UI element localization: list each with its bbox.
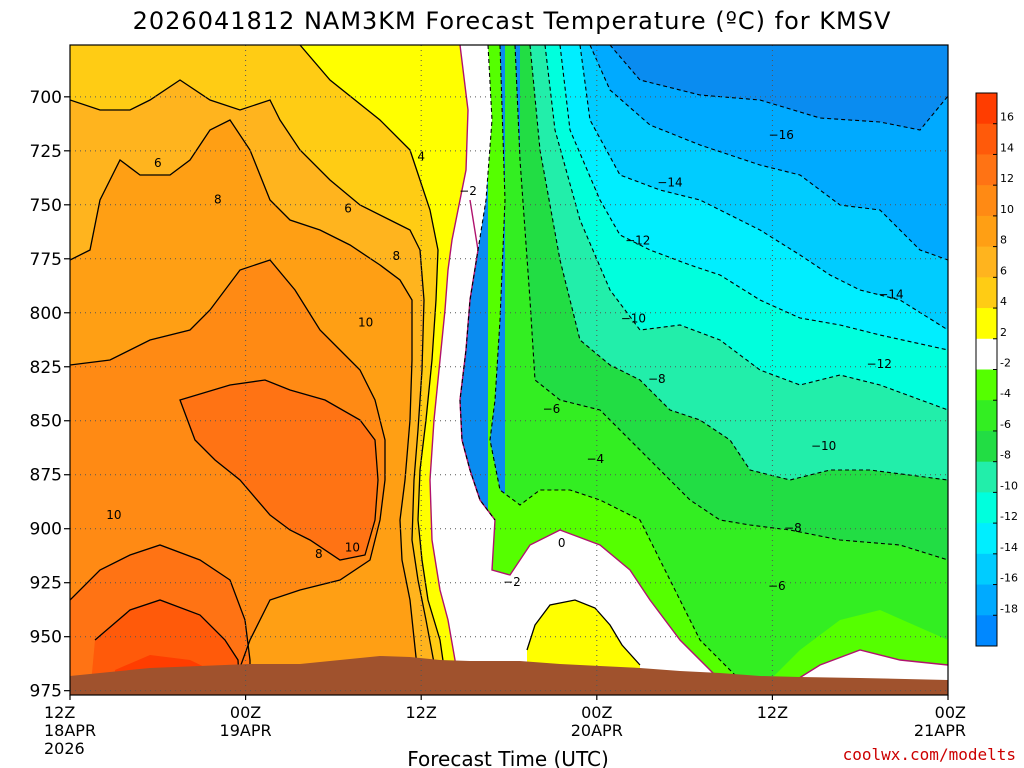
colorbar-tick-label: 10	[1000, 203, 1014, 216]
colorbar-swatch	[976, 615, 997, 647]
contour-label: −6	[768, 579, 786, 593]
colorbar-swatch	[976, 154, 997, 186]
contour-label: 4	[417, 149, 425, 163]
colorbar-tick-label: 2	[1000, 326, 1007, 339]
contour-label: 6	[344, 201, 352, 215]
colorbar-tick-label: -16	[1000, 572, 1018, 585]
contour-label: −14	[878, 288, 903, 302]
contour-label: −4	[586, 452, 604, 466]
chart-title: 2026041812 NAM3KM Forecast Temperature (…	[133, 7, 892, 35]
colorbar-tick-label: -8	[1000, 449, 1011, 462]
y-tick-label: 750	[30, 196, 62, 216]
colorbar-tick-label: -6	[1000, 418, 1011, 431]
contour-label: −10	[621, 311, 646, 325]
contour-label: 8	[315, 547, 323, 561]
credit-text: coolwx.com/modelts	[843, 745, 1016, 764]
y-tick-label: 700	[30, 88, 62, 108]
x-tick-label: 20APR	[571, 721, 623, 740]
colorbar-swatch	[976, 123, 997, 155]
x-tick-label: 12Z	[406, 703, 437, 722]
colorbar-tick-label: -10	[1000, 479, 1018, 492]
colorbar-tick-label: -4	[1000, 387, 1011, 400]
contour-label: 10	[345, 540, 360, 554]
contour-label: −2	[459, 184, 477, 198]
x-axis-label: Forecast Time (UTC)	[407, 747, 609, 768]
contour-label: −14	[657, 175, 682, 189]
contour-label: −8	[648, 372, 666, 386]
pressure-axis: 700 725 750 775 800 825 850 875 900 925 950 975	[30, 88, 70, 702]
x-tick-label: 18APR	[44, 721, 96, 740]
y-tick-label: 850	[30, 412, 62, 432]
temperature-field	[70, 45, 948, 695]
colorbar-swatch	[976, 277, 997, 309]
x-tick-label: 00Z	[230, 703, 261, 722]
colorbar-swatch	[976, 93, 997, 125]
y-tick-label: 875	[30, 466, 62, 486]
colorbar-tick-label: 14	[1000, 141, 1014, 154]
colorbar-swatch	[976, 246, 997, 278]
colorbar-tick-label: 8	[1000, 234, 1007, 247]
y-tick-label: 925	[30, 574, 62, 594]
colorbar-swatch	[976, 308, 997, 340]
contour-label: −6	[543, 402, 561, 416]
y-tick-label: 900	[30, 520, 62, 540]
contour-label: −16	[769, 128, 794, 142]
contour-label: −12	[625, 234, 650, 248]
colorbar-tick-label: 12	[1000, 172, 1014, 185]
x-tick-label: 19APR	[220, 721, 272, 740]
contour-label: −2	[503, 575, 521, 589]
contour-label: 8	[393, 249, 401, 263]
x-tick-label: 2026	[44, 739, 85, 758]
warm-contours	[70, 45, 641, 695]
contour-label: 10	[106, 508, 121, 522]
colorbar-tick-label: -14	[1000, 541, 1018, 554]
x-tick-label: 12Z	[44, 703, 75, 722]
colorbar-tick-label: 16	[1000, 111, 1014, 124]
colorbar-swatch	[976, 523, 997, 555]
contour-label: −10	[811, 439, 836, 453]
y-tick-label: 825	[30, 358, 62, 378]
band-plus-12-core	[180, 380, 378, 560]
terrain	[70, 656, 948, 695]
colorbar-swatch	[976, 461, 997, 493]
colorbar-tick-label: -18	[1000, 602, 1018, 615]
colorbar-swatch	[976, 185, 997, 217]
y-tick-label: 775	[30, 250, 62, 270]
y-tick-label: 950	[30, 628, 62, 648]
colorbar-swatch	[976, 338, 997, 370]
colorbar-swatch	[976, 430, 997, 463]
contour-labels: 6 8 6 4 −2 8 10 10 8 10 −6 −4 0 −2 −14 −12 −10 −8 −16 −14 −1…	[106, 128, 903, 593]
x-tick-label: 12Z	[757, 703, 788, 722]
contour-label: 6	[154, 156, 162, 170]
x-tick-label: 00Z	[581, 703, 612, 722]
colorbar-tick-label: 6	[1000, 264, 1007, 277]
colorbar-swatch	[976, 400, 997, 432]
colorbar-swatch	[976, 492, 997, 524]
contour-label: 10	[358, 316, 373, 330]
colorbar: 16 14 12 10 8 6 4 2 -2 -4 -6 -8 -10 -12 -14 -16 -18	[975, 92, 1018, 647]
y-tick-label: 975	[30, 682, 62, 702]
colorbar-swatch	[976, 215, 997, 248]
y-tick-label: 800	[30, 304, 62, 324]
x-tick-label: 00Z	[935, 703, 966, 722]
band-minus-2	[488, 45, 948, 695]
plot-frame	[69, 44, 949, 696]
colorbar-tick-label: -2	[1000, 357, 1011, 370]
freezing-contours	[429, 45, 948, 695]
colorbar-tick-label: -12	[1000, 510, 1018, 523]
colorbar-swatch	[976, 369, 997, 401]
contour-label: 0	[558, 536, 566, 550]
colorbar-tick-label: 4	[1000, 295, 1007, 308]
colorbar-swatch	[976, 553, 997, 586]
contour-label: −8	[784, 521, 802, 535]
y-tick-label: 725	[30, 142, 62, 162]
contour-label: 8	[214, 193, 222, 207]
contour-label: −12	[867, 357, 892, 371]
colorbar-swatch	[976, 584, 997, 616]
x-tick-label: 21APR	[914, 721, 966, 740]
